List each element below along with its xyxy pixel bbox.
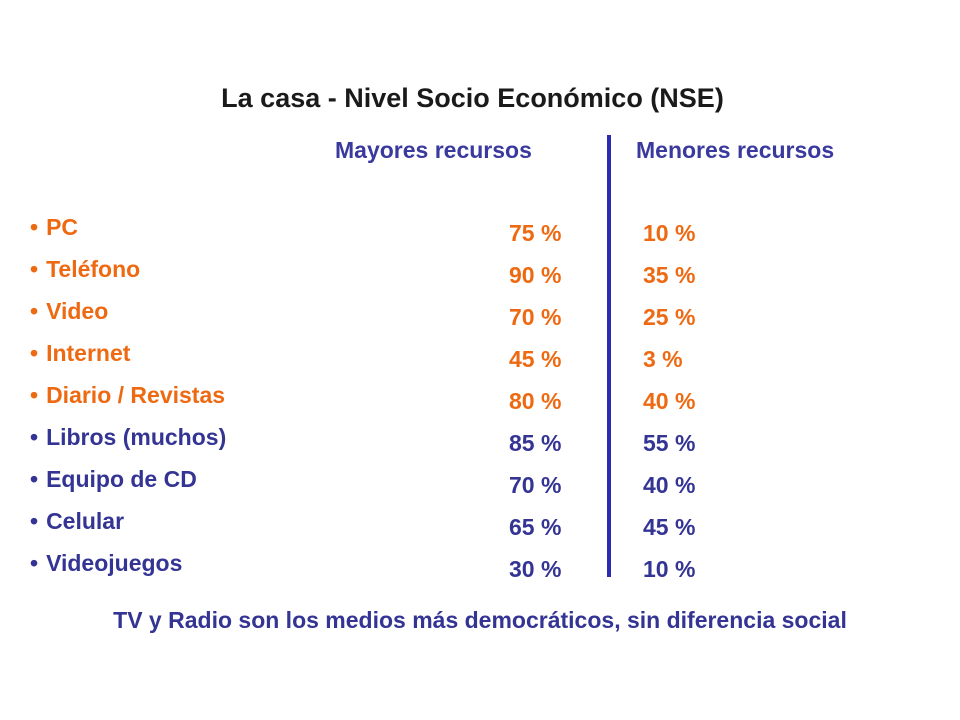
value-menores: 55 % (643, 430, 696, 456)
value-mayores: 85 % (509, 430, 562, 456)
list-item: • Videojuegos (30, 542, 182, 584)
item-label: Diario / Revistas (46, 382, 226, 408)
value-mayores: 75 % (509, 220, 562, 246)
list-row: • PC 75 % 10 % (0, 206, 960, 248)
item-label: Equipo de CD (46, 466, 197, 492)
item-label: PC (46, 214, 79, 240)
list-item: • Equipo de CD (30, 458, 197, 500)
value-menores: 40 % (643, 472, 696, 498)
item-label: Video (46, 298, 109, 324)
item-label: Teléfono (46, 256, 141, 282)
list-row: • Libros (muchos) 85 % 55 % (0, 416, 960, 458)
value-mayores: 80 % (509, 388, 562, 414)
value-menores: 45 % (643, 514, 696, 540)
list-row: • Celular 65 % 45 % (0, 500, 960, 542)
item-label: Internet (46, 340, 131, 366)
footer-note: TV y Radio son los medios más democrátic… (113, 607, 847, 633)
value-menores: 3 % (643, 346, 683, 372)
list-row: • Equipo de CD 70 % 40 % (0, 458, 960, 500)
value-menores: 35 % (643, 262, 696, 288)
list-item: • PC (30, 206, 78, 248)
value-mayores: 45 % (509, 346, 562, 372)
bullet-icon: • (30, 214, 39, 240)
list-row: • Videojuegos 30 % 10 % (0, 542, 960, 584)
bullet-icon: • (30, 424, 39, 450)
list-row: • Internet 45 % 3 % (0, 332, 960, 374)
bullet-icon: • (30, 298, 39, 324)
value-mayores: 65 % (509, 514, 562, 540)
column-divider (607, 135, 611, 577)
slide-title: La casa - Nivel Socio Económico (NSE) (221, 83, 724, 113)
item-label: Celular (46, 508, 125, 534)
value-mayores: 70 % (509, 472, 562, 498)
bullet-icon: • (30, 508, 39, 534)
value-mayores: 30 % (509, 556, 562, 582)
list-item: • Libros (muchos) (30, 416, 226, 458)
list-item: • Video (30, 290, 108, 332)
item-label: Libros (muchos) (46, 424, 227, 450)
bullet-icon: • (30, 550, 39, 576)
list-item: • Internet (30, 332, 130, 374)
comparison-list: • PC 75 % 10 % • Teléfono 90 % 35 % • Video… (0, 206, 960, 584)
value-mayores: 70 % (509, 304, 562, 330)
list-item: • Teléfono (30, 248, 140, 290)
value-menores: 10 % (643, 220, 696, 246)
list-row: • Teléfono 90 % 35 % (0, 248, 960, 290)
bullet-icon: • (30, 466, 39, 492)
bullet-icon: • (30, 382, 39, 408)
list-item: • Celular (30, 500, 124, 542)
list-item: • Diario / Revistas (30, 374, 225, 416)
column-header-mayores: Mayores recursos (335, 137, 532, 163)
value-mayores: 90 % (509, 262, 562, 288)
bullet-icon: • (30, 256, 39, 282)
value-menores: 10 % (643, 556, 696, 582)
list-row: • Diario / Revistas 80 % 40 % (0, 374, 960, 416)
item-label: Videojuegos (46, 550, 183, 576)
value-menores: 25 % (643, 304, 696, 330)
list-row: • Video 70 % 25 % (0, 290, 960, 332)
column-header-menores: Menores recursos (636, 137, 835, 163)
value-menores: 40 % (643, 388, 696, 414)
bullet-icon: • (30, 340, 39, 366)
